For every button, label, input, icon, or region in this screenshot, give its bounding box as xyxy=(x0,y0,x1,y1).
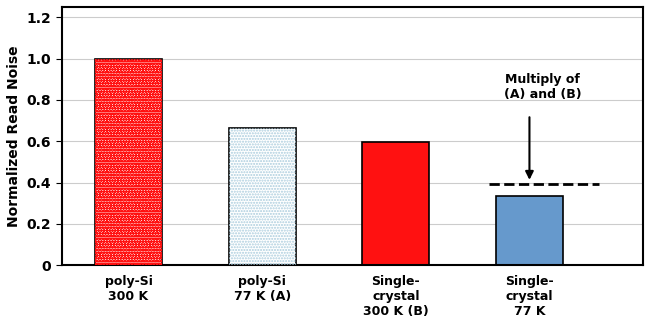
Y-axis label: Normalized Read Noise: Normalized Read Noise xyxy=(7,45,21,227)
Bar xyxy=(363,142,429,265)
Bar xyxy=(229,128,296,265)
Bar xyxy=(95,58,162,265)
Bar xyxy=(496,196,563,265)
Text: Multiply of
(A) and (B): Multiply of (A) and (B) xyxy=(504,73,582,101)
Bar xyxy=(95,58,162,265)
Bar xyxy=(229,128,296,265)
